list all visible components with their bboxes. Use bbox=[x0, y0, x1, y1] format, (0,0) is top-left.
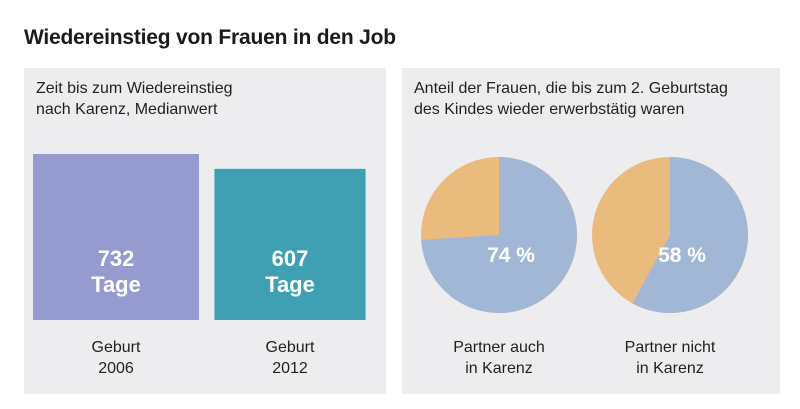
bar-0 bbox=[33, 154, 199, 320]
bar-heading-line-2: nach Karenz, Medianwert bbox=[36, 101, 218, 118]
bar-value-label-0-1: Tage bbox=[91, 272, 141, 297]
bar-category-label-1-1: 2012 bbox=[272, 360, 308, 377]
pie-0-primary-slice bbox=[421, 157, 577, 313]
bar-1 bbox=[214, 168, 366, 320]
bar-chart-panel: Zeit bis zum Wiedereinstieg nach Karenz,… bbox=[24, 68, 386, 394]
pie-charts: 74 % Partner auch in Karenz 58 % Partner nic… bbox=[421, 157, 748, 377]
bar-category-label-0-0: Geburt bbox=[92, 339, 141, 356]
bar-value-label-1-0: 607 bbox=[272, 246, 309, 271]
bar-value-label-1-1: Tage bbox=[265, 272, 315, 297]
bar-category-label-1-0: Geburt bbox=[266, 339, 315, 356]
pie-1-caption-1: in Karenz bbox=[636, 360, 704, 377]
bar-value-label-0-0: 732 bbox=[98, 246, 135, 271]
pie-1-primary-slice bbox=[632, 157, 748, 313]
pie-heading-line-2: des Kindes wieder erwerbstätig waren bbox=[414, 101, 685, 118]
pie-0-value-label: 74 % bbox=[487, 244, 535, 267]
pie-chart-panel: Anteil der Frauen, die bis zum 2. Geburt… bbox=[402, 68, 780, 394]
bar-chart-heading: Zeit bis zum Wiedereinstieg nach Karenz,… bbox=[36, 78, 233, 120]
bar-category-label-0-1: 2006 bbox=[98, 360, 134, 377]
pie-heading-line-1: Anteil der Frauen, die bis zum 2. Geburt… bbox=[414, 80, 728, 97]
pie-chart-heading: Anteil der Frauen, die bis zum 2. Geburt… bbox=[414, 78, 728, 120]
page-title: Wiedereinstieg von Frauen in den Job bbox=[24, 26, 396, 49]
pie-1-caption-0: Partner nicht bbox=[625, 339, 716, 356]
pie-0-caption-1: in Karenz bbox=[465, 360, 533, 377]
pie-0-caption-0: Partner auch bbox=[453, 339, 545, 356]
pie-1-value-label: 58 % bbox=[658, 244, 706, 267]
bar-heading-line-1: Zeit bis zum Wiedereinstieg bbox=[36, 80, 233, 97]
